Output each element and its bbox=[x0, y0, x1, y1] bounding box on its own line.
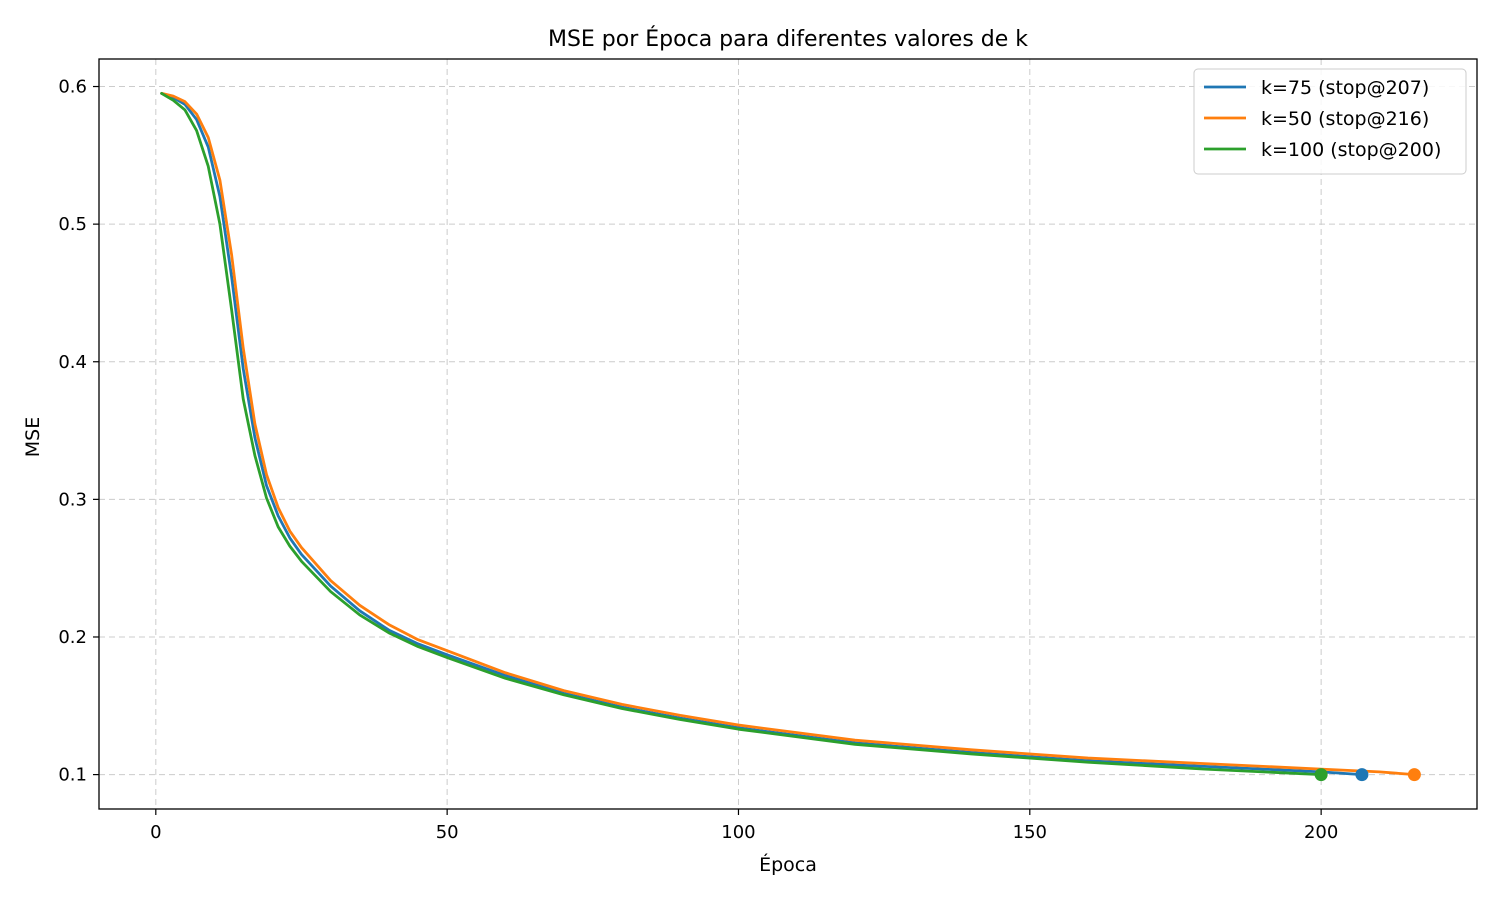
x-axis-title: Época bbox=[759, 853, 817, 876]
series-line-0 bbox=[160, 92, 1364, 776]
y-axis: 0.1 0.2 0.3 0.4 0.5 0.6 bbox=[58, 77, 99, 786]
stop-point-0 bbox=[1355, 768, 1369, 782]
y-tick-label: 0.4 bbox=[58, 352, 87, 373]
y-tick-label: 0.6 bbox=[58, 77, 87, 98]
series-line-2 bbox=[160, 92, 1323, 776]
legend: k=75 (stop@207) k=50 (stop@216) k=100 (sto… bbox=[1193, 68, 1467, 175]
y-tick-label: 0.1 bbox=[58, 765, 87, 786]
y-tick-label: 0.3 bbox=[58, 489, 87, 510]
x-tick-label: 50 bbox=[436, 822, 459, 843]
series-line-1 bbox=[160, 92, 1416, 776]
grid bbox=[99, 59, 1477, 809]
legend-label: k=50 (stop@216) bbox=[1261, 108, 1429, 130]
x-tick-label: 150 bbox=[1013, 822, 1047, 843]
y-tick-label: 0.5 bbox=[58, 214, 87, 235]
x-axis: 0 50 100 150 200 bbox=[150, 809, 1338, 843]
stop-point-2 bbox=[1314, 768, 1328, 782]
x-tick-label: 200 bbox=[1304, 822, 1338, 843]
x-tick-label: 100 bbox=[721, 822, 755, 843]
plot-frame bbox=[98, 58, 1478, 810]
legend-label: k=75 (stop@207) bbox=[1261, 77, 1429, 99]
chart-title: MSE por Época para diferentes valores de… bbox=[548, 26, 1028, 52]
x-tick-label: 0 bbox=[150, 822, 161, 843]
legend-label: k=100 (stop@200) bbox=[1261, 139, 1441, 161]
legend-box bbox=[1193, 68, 1467, 175]
series-layer bbox=[160, 92, 1421, 782]
stop-point-1 bbox=[1407, 768, 1421, 782]
y-tick-label: 0.2 bbox=[58, 627, 87, 648]
y-axis-title: MSE bbox=[22, 417, 44, 457]
